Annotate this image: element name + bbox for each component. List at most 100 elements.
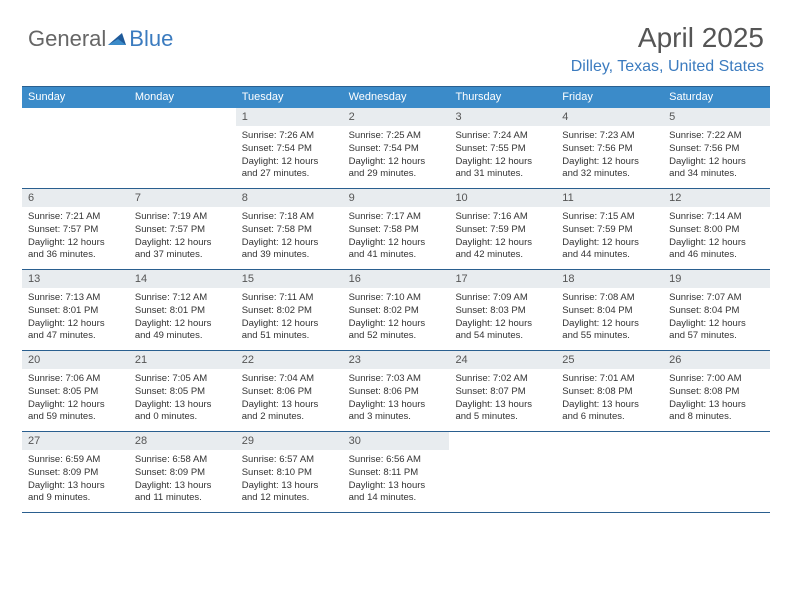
- daylight-line: Daylight: 12 hours and 39 minutes.: [242, 237, 337, 263]
- sunrise-line: Sunrise: 6:59 AM: [28, 454, 123, 467]
- daylight-line: Daylight: 12 hours and 55 minutes.: [562, 318, 657, 344]
- week-row: 1Sunrise: 7:26 AMSunset: 7:54 PMDaylight…: [22, 108, 770, 189]
- day-number: 13: [22, 270, 129, 288]
- day-number: 10: [449, 189, 556, 207]
- day-number: 22: [236, 351, 343, 369]
- location-text: Dilley, Texas, United States: [571, 58, 764, 76]
- day-details: Sunrise: 7:02 AMSunset: 8:07 PMDaylight:…: [449, 369, 556, 430]
- day-number: 28: [129, 432, 236, 450]
- day-header: Monday: [129, 87, 236, 108]
- day-details: Sunrise: 7:22 AMSunset: 7:56 PMDaylight:…: [663, 126, 770, 187]
- daylight-line: Daylight: 12 hours and 32 minutes.: [562, 156, 657, 182]
- day-number: 5: [663, 108, 770, 126]
- daylight-line: Daylight: 12 hours and 31 minutes.: [455, 156, 550, 182]
- daylight-line: Daylight: 13 hours and 3 minutes.: [349, 399, 444, 425]
- sunset-line: Sunset: 7:55 PM: [455, 143, 550, 156]
- sunset-line: Sunset: 8:02 PM: [349, 305, 444, 318]
- day-cell: 12Sunrise: 7:14 AMSunset: 8:00 PMDayligh…: [663, 189, 770, 269]
- day-number: 18: [556, 270, 663, 288]
- day-details: Sunrise: 7:17 AMSunset: 7:58 PMDaylight:…: [343, 207, 450, 268]
- week-row: 27Sunrise: 6:59 AMSunset: 8:09 PMDayligh…: [22, 432, 770, 513]
- day-header: Tuesday: [236, 87, 343, 108]
- week-row: 6Sunrise: 7:21 AMSunset: 7:57 PMDaylight…: [22, 189, 770, 270]
- sunrise-line: Sunrise: 7:25 AM: [349, 130, 444, 143]
- day-details: Sunrise: 7:01 AMSunset: 8:08 PMDaylight:…: [556, 369, 663, 430]
- sunset-line: Sunset: 7:56 PM: [669, 143, 764, 156]
- day-number: [663, 432, 770, 450]
- day-details: Sunrise: 6:58 AMSunset: 8:09 PMDaylight:…: [129, 450, 236, 511]
- day-cell: 8Sunrise: 7:18 AMSunset: 7:58 PMDaylight…: [236, 189, 343, 269]
- day-cell: 3 Sunrise: 7:24 AMSunset: 7:55 PMDaylight…: [449, 108, 556, 188]
- day-number: 21: [129, 351, 236, 369]
- sunset-line: Sunset: 7:54 PM: [349, 143, 444, 156]
- day-cell: 4Sunrise: 7:23 AMSunset: 7:56 PMDaylight…: [556, 108, 663, 188]
- day-cell: 24Sunrise: 7:02 AMSunset: 8:07 PMDayligh…: [449, 351, 556, 431]
- day-details: Sunrise: 6:57 AMSunset: 8:10 PMDaylight:…: [236, 450, 343, 511]
- week-row: 20Sunrise: 7:06 AMSunset: 8:05 PMDayligh…: [22, 351, 770, 432]
- day-number: [22, 108, 129, 126]
- daylight-line: Daylight: 13 hours and 2 minutes.: [242, 399, 337, 425]
- day-cell: 5Sunrise: 7:22 AMSunset: 7:56 PMDaylight…: [663, 108, 770, 188]
- daylight-line: Daylight: 12 hours and 51 minutes.: [242, 318, 337, 344]
- day-details: Sunrise: 7:06 AMSunset: 8:05 PMDaylight:…: [22, 369, 129, 430]
- sunset-line: Sunset: 8:01 PM: [135, 305, 230, 318]
- day-number: 3: [449, 108, 556, 126]
- sunrise-line: Sunrise: 7:13 AM: [28, 292, 123, 305]
- sunrise-line: Sunrise: 7:07 AM: [669, 292, 764, 305]
- day-cell: 14Sunrise: 7:12 AMSunset: 8:01 PMDayligh…: [129, 270, 236, 350]
- day-number: 27: [22, 432, 129, 450]
- sunrise-line: Sunrise: 7:18 AM: [242, 211, 337, 224]
- day-cell: 7Sunrise: 7:19 AMSunset: 7:57 PMDaylight…: [129, 189, 236, 269]
- day-cell: 17Sunrise: 7:09 AMSunset: 8:03 PMDayligh…: [449, 270, 556, 350]
- sunset-line: Sunset: 8:10 PM: [242, 467, 337, 480]
- brand-text-2: Blue: [129, 26, 173, 52]
- daylight-line: Daylight: 12 hours and 47 minutes.: [28, 318, 123, 344]
- calendar-grid: SundayMondayTuesdayWednesdayThursdayFrid…: [22, 86, 770, 513]
- daylight-line: Daylight: 12 hours and 34 minutes.: [669, 156, 764, 182]
- sunset-line: Sunset: 8:07 PM: [455, 386, 550, 399]
- daylight-line: Daylight: 12 hours and 57 minutes.: [669, 318, 764, 344]
- day-header: Thursday: [449, 87, 556, 108]
- sunset-line: Sunset: 8:04 PM: [562, 305, 657, 318]
- sunset-line: Sunset: 8:08 PM: [669, 386, 764, 399]
- day-number: 6: [22, 189, 129, 207]
- sunset-line: Sunset: 7:54 PM: [242, 143, 337, 156]
- sunrise-line: Sunrise: 7:17 AM: [349, 211, 444, 224]
- day-cell: 16Sunrise: 7:10 AMSunset: 8:02 PMDayligh…: [343, 270, 450, 350]
- day-number: 16: [343, 270, 450, 288]
- daylight-line: Daylight: 13 hours and 14 minutes.: [349, 480, 444, 506]
- day-number: 30: [343, 432, 450, 450]
- header-right: April 2025 Dilley, Texas, United States: [571, 22, 764, 76]
- daylight-line: Daylight: 12 hours and 46 minutes.: [669, 237, 764, 263]
- sunrise-line: Sunrise: 7:06 AM: [28, 373, 123, 386]
- sunset-line: Sunset: 8:03 PM: [455, 305, 550, 318]
- brand-logo: General Blue: [28, 26, 173, 52]
- day-details: Sunrise: 7:13 AMSunset: 8:01 PMDaylight:…: [22, 288, 129, 349]
- day-number: 25: [556, 351, 663, 369]
- sunset-line: Sunset: 8:06 PM: [349, 386, 444, 399]
- sunrise-line: Sunrise: 7:11 AM: [242, 292, 337, 305]
- day-details: Sunrise: 6:59 AMSunset: 8:09 PMDaylight:…: [22, 450, 129, 511]
- day-number: 9: [343, 189, 450, 207]
- sunrise-line: Sunrise: 7:15 AM: [562, 211, 657, 224]
- day-cell: 21Sunrise: 7:05 AMSunset: 8:05 PMDayligh…: [129, 351, 236, 431]
- sunrise-line: Sunrise: 7:14 AM: [669, 211, 764, 224]
- sunset-line: Sunset: 7:57 PM: [28, 224, 123, 237]
- day-details: Sunrise: 7:00 AMSunset: 8:08 PMDaylight:…: [663, 369, 770, 430]
- day-cell: [129, 108, 236, 188]
- day-header: Friday: [556, 87, 663, 108]
- sunset-line: Sunset: 8:00 PM: [669, 224, 764, 237]
- sunrise-line: Sunrise: 6:57 AM: [242, 454, 337, 467]
- sunrise-line: Sunrise: 7:16 AM: [455, 211, 550, 224]
- day-details: Sunrise: 7:11 AMSunset: 8:02 PMDaylight:…: [236, 288, 343, 349]
- day-cell: 25Sunrise: 7:01 AMSunset: 8:08 PMDayligh…: [556, 351, 663, 431]
- day-cell: 13Sunrise: 7:13 AMSunset: 8:01 PMDayligh…: [22, 270, 129, 350]
- sunrise-line: Sunrise: 7:23 AM: [562, 130, 657, 143]
- sunrise-line: Sunrise: 7:24 AM: [455, 130, 550, 143]
- day-details: Sunrise: 7:25 AMSunset: 7:54 PMDaylight:…: [343, 126, 450, 187]
- day-number: 7: [129, 189, 236, 207]
- day-cell: 28Sunrise: 6:58 AMSunset: 8:09 PMDayligh…: [129, 432, 236, 512]
- day-details: Sunrise: 7:26 AMSunset: 7:54 PMDaylight:…: [236, 126, 343, 187]
- daylight-line: Daylight: 12 hours and 27 minutes.: [242, 156, 337, 182]
- sunrise-line: Sunrise: 6:56 AM: [349, 454, 444, 467]
